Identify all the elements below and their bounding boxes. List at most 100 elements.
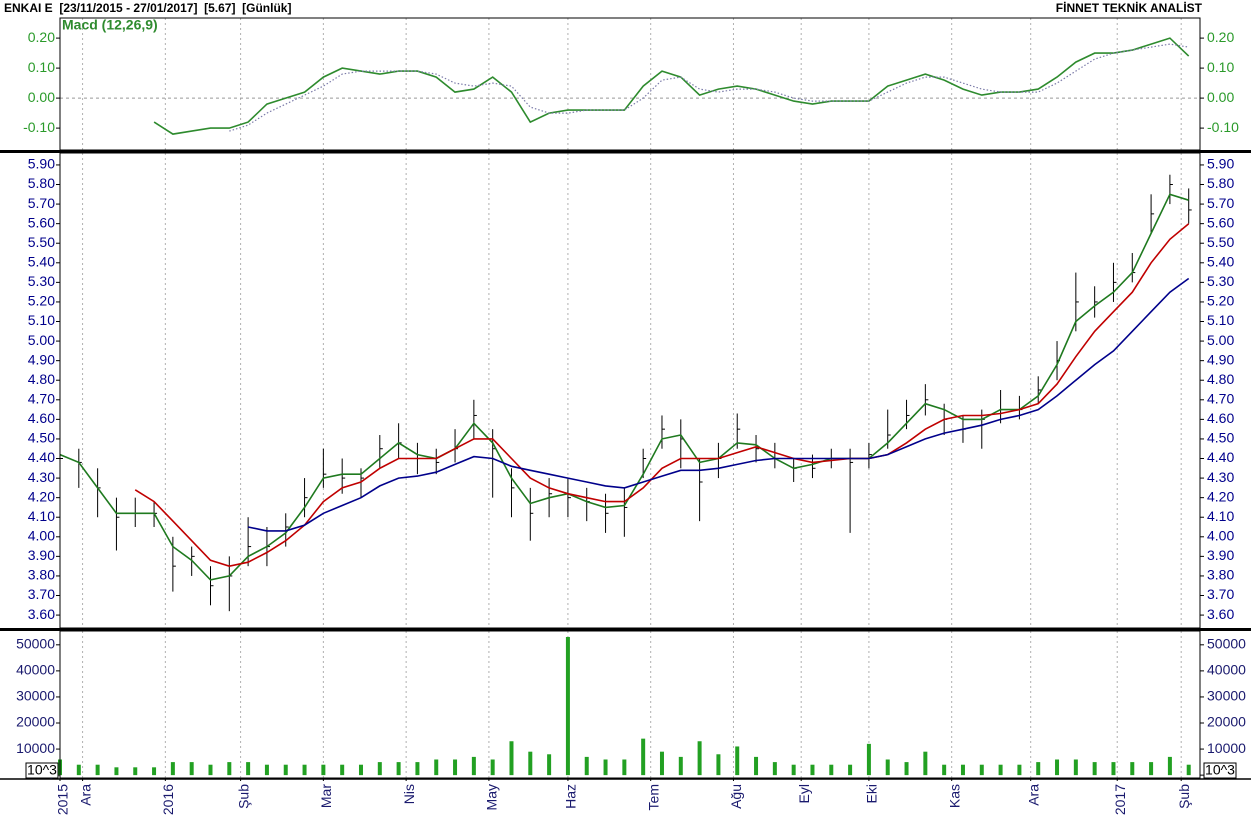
x-tick-label: Şub	[235, 784, 251, 809]
volume-bar	[471, 756, 476, 776]
y-tick-label: 5.70	[28, 195, 55, 211]
y-tick-label: 5.80	[28, 175, 55, 191]
volume-bar	[453, 759, 458, 776]
volume-bar	[866, 743, 871, 776]
volume-bar	[678, 756, 683, 776]
volume-bar	[358, 764, 363, 776]
y-tick-label: 5.40	[1207, 253, 1234, 269]
volume-bar	[735, 746, 740, 776]
x-tick-label: Ara	[77, 784, 93, 806]
y-tick-label: 4.20	[28, 488, 55, 504]
y-tick-label: 50000	[16, 636, 55, 652]
volume-bar	[114, 767, 119, 776]
y-tick-label: 4.10	[1207, 508, 1234, 524]
y-tick-label: 4.70	[1207, 390, 1234, 406]
x-tick-label: 2015	[55, 784, 71, 815]
volume-bar	[885, 759, 890, 776]
y-tick-label: 4.40	[28, 449, 55, 465]
y-tick-label: 4.50	[1207, 430, 1234, 446]
y-tick-label: 4.00	[1207, 528, 1234, 544]
x-tick-label: Nis	[401, 784, 417, 804]
y-tick-label: 50000	[1207, 636, 1246, 652]
y-tick-label: 4.50	[28, 430, 55, 446]
y-tick-label: 0.10	[1207, 59, 1234, 75]
x-tick-label: Şub	[1176, 784, 1192, 809]
volume-bar	[641, 738, 646, 776]
volume-bar	[396, 762, 401, 776]
volume-bar	[584, 756, 589, 776]
y-tick-label: 10000	[16, 740, 55, 756]
y-tick-label: 4.40	[1207, 449, 1234, 465]
y-tick-label: 0.10	[28, 59, 55, 75]
volume-bar	[227, 762, 232, 776]
y-tick-label: 3.70	[28, 586, 55, 602]
y-tick-label: 30000	[16, 688, 55, 704]
volume-bar	[923, 751, 928, 776]
y-tick-label: -0.10	[23, 119, 55, 135]
y-tick-label: 4.90	[1207, 351, 1234, 367]
volume-bar	[1073, 759, 1078, 776]
y-tick-label: 5.10	[28, 312, 55, 328]
y-tick-label: 5.60	[1207, 214, 1234, 230]
volume-bar	[547, 754, 552, 776]
x-tick-label: Tem	[645, 784, 661, 810]
volume-bar	[772, 762, 777, 776]
y-tick-label: 4.70	[28, 390, 55, 406]
x-tick-label: Ara	[1025, 784, 1041, 806]
y-tick-label: 5.10	[1207, 312, 1234, 328]
volume-bar	[998, 764, 1003, 776]
volume-bar	[1111, 762, 1116, 776]
series-line	[59, 193, 1189, 581]
volume-bar	[170, 762, 175, 776]
volume-bar	[189, 762, 194, 776]
y-tick-label: 4.30	[1207, 469, 1234, 485]
y-tick-label: 5.80	[1207, 175, 1234, 191]
unit-label: 10^3	[1205, 762, 1235, 778]
x-tick-label: Kas	[946, 784, 962, 808]
volume-bar	[1092, 762, 1097, 776]
volume-bar	[208, 764, 213, 776]
y-tick-label: 0.00	[1207, 89, 1234, 105]
volume-bar	[1130, 762, 1135, 776]
y-tick-label: 20000	[16, 714, 55, 730]
y-tick-label: 3.70	[1207, 586, 1234, 602]
x-tick-label: 2016	[160, 784, 176, 815]
volume-bar	[528, 751, 533, 776]
x-tick-label: Ağu	[728, 784, 744, 809]
x-tick-label: Eyl	[796, 784, 812, 803]
volume-bar	[904, 762, 909, 776]
y-tick-label: 3.90	[1207, 547, 1234, 563]
y-tick-label: 5.30	[1207, 273, 1234, 289]
y-tick-label: 4.80	[28, 371, 55, 387]
volume-bar	[264, 764, 269, 776]
x-tick-label: 2017	[1112, 784, 1128, 815]
y-tick-label: 0.20	[28, 29, 55, 45]
y-tick-label: 0.00	[28, 89, 55, 105]
y-tick-label: 3.80	[28, 567, 55, 583]
plot-frame	[59, 630, 1201, 779]
volume-bar	[1149, 762, 1154, 776]
volume-bar	[697, 741, 702, 776]
y-tick-label: 5.50	[28, 234, 55, 250]
volume-bar	[152, 767, 157, 776]
volume-bar	[603, 759, 608, 776]
y-tick-label: 5.50	[1207, 234, 1234, 250]
volume-bar	[340, 764, 345, 776]
volume-bar	[415, 762, 420, 776]
volume-bar	[246, 762, 251, 776]
volume-bar	[1186, 764, 1191, 776]
unit-box	[1203, 762, 1237, 779]
chart-title: ENKAI E [23/11/2015 - 27/01/2017] [5.67]…	[4, 1, 291, 15]
x-tick-label: Mar	[318, 784, 334, 808]
y-tick-label: 4.20	[1207, 488, 1234, 504]
source-label: FİNNET TEKNİK ANALİST	[1056, 0, 1203, 15]
y-tick-label: 40000	[16, 662, 55, 678]
volume-bar	[133, 767, 138, 776]
volume-bar	[791, 764, 796, 776]
y-tick-label: 5.00	[1207, 332, 1234, 348]
y-tick-label: 40000	[1207, 662, 1246, 678]
volume-bar	[659, 751, 664, 776]
y-tick-label: 3.60	[1207, 606, 1234, 622]
